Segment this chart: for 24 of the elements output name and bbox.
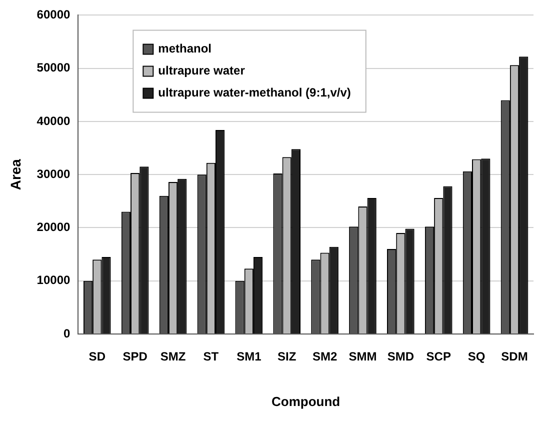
y-tick-label: 40000 — [36, 114, 70, 128]
x-tick-label: SPD — [122, 350, 148, 364]
x-tick-label: SMD — [387, 350, 414, 364]
x-tick-label: SQ — [468, 350, 486, 364]
y-tick-label: 20000 — [36, 220, 70, 234]
x-tick-label: ST — [203, 350, 220, 364]
x-tick-label: SIZ — [278, 350, 296, 364]
x-tick-label: SDM — [501, 350, 528, 364]
y-tick-label: 60000 — [36, 8, 70, 22]
x-tick-label: SD — [88, 350, 106, 364]
legend-label: ultrapure water — [158, 64, 246, 78]
x-tick-label: SMM — [348, 350, 377, 364]
x-tick-label: SMZ — [160, 350, 186, 364]
y-tick-label: 30000 — [36, 166, 70, 181]
y-axis-title: Area — [7, 158, 24, 190]
x-tick-label: SM2 — [312, 350, 338, 364]
x-tick-label: SCP — [426, 350, 451, 364]
x-tick-label: SM1 — [236, 350, 262, 364]
y-tick-label: 0 — [63, 326, 70, 340]
y-tick-label: 50000 — [36, 60, 70, 75]
x-axis-title: Compound — [272, 394, 340, 409]
y-tick-label: 10000 — [36, 273, 70, 288]
legend-label: ultrapure water-methanol (9:1,v/v) — [158, 86, 351, 100]
legend-label: methanol — [158, 42, 212, 56]
